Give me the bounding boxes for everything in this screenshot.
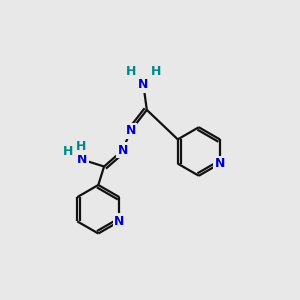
Text: N: N <box>117 144 128 157</box>
Text: H: H <box>125 65 136 78</box>
Text: H: H <box>76 140 86 153</box>
Text: N: N <box>125 124 136 137</box>
Text: N: N <box>77 153 87 166</box>
Text: N: N <box>214 157 225 170</box>
Text: N: N <box>114 215 124 228</box>
Text: H: H <box>151 65 161 78</box>
Text: N: N <box>138 78 148 91</box>
Text: H: H <box>63 145 74 158</box>
